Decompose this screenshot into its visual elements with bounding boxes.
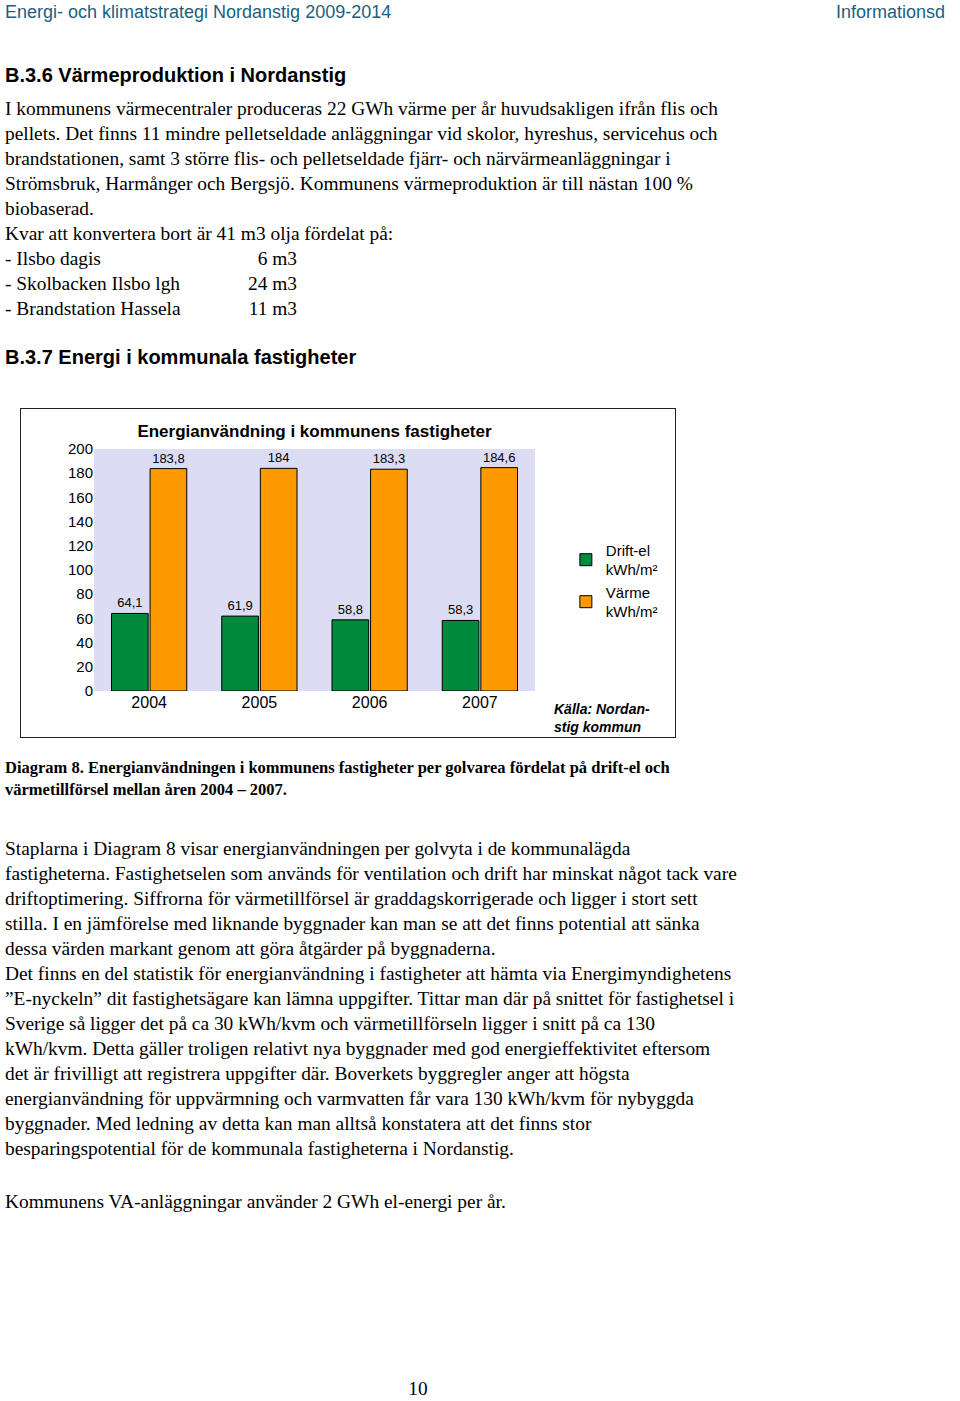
html-text:I kommunens värmecentraler pro: I kommunens värmecentraler produceras 22… bbox=[5, 97, 718, 119]
svg-text:120: 120 bbox=[68, 537, 93, 554]
html-text:6 m3: 6 m3 bbox=[257, 247, 297, 269]
html-text:- Brandstation Hassela: - Brandstation Hassela bbox=[5, 297, 181, 319]
html-text:11 m3: 11 m3 bbox=[248, 297, 297, 319]
html-text:- Skolbacken Ilsbo lgh: - Skolbacken Ilsbo lgh bbox=[5, 272, 180, 294]
svg-text:2007: 2007 bbox=[462, 694, 498, 711]
svg-text:61,9: 61,9 bbox=[227, 598, 252, 613]
html-text:besparingspotential för de kom: besparingspotential för de kommunala fas… bbox=[5, 1137, 514, 1159]
html-text:byggnader. Med ledning av dett: byggnader. Med ledning av detta kan man … bbox=[5, 1112, 592, 1134]
html-text:energianvändning för uppvärmni: energianvändning för uppvärmning och var… bbox=[5, 1087, 694, 1109]
svg-text:2005: 2005 bbox=[242, 694, 278, 711]
svg-text:VärmekWh/m²: VärmekWh/m² bbox=[606, 584, 658, 621]
html-text:B.3.6 Värmeproduktion i Nordan: B.3.6 Värmeproduktion i Nordanstig bbox=[5, 64, 347, 86]
html-text:Sverige så ligger det på ca 30: Sverige så ligger det på ca 30 kWh/kvm o… bbox=[5, 1012, 655, 1034]
html-text:10: 10 bbox=[408, 1378, 428, 1399]
html-text:kWh/kvm. Detta gäller troligen: kWh/kvm. Detta gäller troligen relativt … bbox=[5, 1037, 711, 1059]
svg-text:Källa: Nordan-stig kommun: Källa: Nordan-stig kommun bbox=[554, 701, 650, 735]
svg-text:20: 20 bbox=[76, 658, 93, 675]
html-text:driftoptimering. Siffrorna för: driftoptimering. Siffrorna för värmetill… bbox=[5, 887, 698, 909]
svg-text:58,8: 58,8 bbox=[338, 602, 363, 617]
html-text:”E-nyckeln” dit fastighetsägar: ”E-nyckeln” dit fastighetsägare kan lämn… bbox=[5, 987, 735, 1009]
svg-text:183,3: 183,3 bbox=[373, 451, 406, 466]
html-text:Staplarna i Diagram 8 visar en: Staplarna i Diagram 8 visar energianvänd… bbox=[5, 837, 631, 859]
html-text:brandstationen, samt 3 större: brandstationen, samt 3 större flis- och … bbox=[5, 147, 671, 169]
svg-text:184: 184 bbox=[268, 450, 290, 465]
svg-text:Drift-elkWh/m²: Drift-elkWh/m² bbox=[606, 542, 658, 579]
html-text:B.3.7 Energi i kommunala fasti: B.3.7 Energi i kommunala fastigheter bbox=[5, 346, 357, 368]
svg-text:80: 80 bbox=[76, 585, 93, 602]
svg-text:64,1: 64,1 bbox=[117, 595, 142, 610]
svg-text:183,8: 183,8 bbox=[152, 451, 185, 466]
svg-text:2006: 2006 bbox=[352, 694, 388, 711]
html-text:pellets. Det finns 11 mindre p: pellets. Det finns 11 mindre pelletselda… bbox=[5, 122, 718, 144]
html-text:biobaserad.: biobaserad. bbox=[5, 197, 94, 219]
html-text:Det finns en del statistik för: Det finns en del statistik för energianv… bbox=[5, 962, 732, 984]
svg-text:184,6: 184,6 bbox=[483, 450, 516, 465]
svg-text:58,3: 58,3 bbox=[448, 602, 473, 617]
html-text:Informationsd: Informationsd bbox=[836, 2, 946, 22]
html-text:dessa värden markant genom att: dessa värden markant genom att göra åtgä… bbox=[5, 937, 496, 959]
html-text:värmetillförsel mellan åren 20: värmetillförsel mellan åren 2004 – 2007. bbox=[5, 780, 287, 799]
html-text:det är frivilligt att registre: det är frivilligt att registrera uppgift… bbox=[5, 1062, 630, 1084]
svg-text:60: 60 bbox=[76, 610, 93, 627]
html-text:Kvar att konvertera bort är 41: Kvar att konvertera bort är 41 m3 olja f… bbox=[5, 222, 394, 244]
svg-text:40: 40 bbox=[76, 634, 93, 651]
svg-text:200: 200 bbox=[68, 440, 93, 457]
svg-text:100: 100 bbox=[68, 561, 93, 578]
html-text:Energi- och klimatstrategi Nor: Energi- och klimatstrategi Nordanstig 20… bbox=[5, 2, 392, 22]
svg-text:0: 0 bbox=[85, 682, 93, 699]
html-text:Diagram 8. Energianvändningen: Diagram 8. Energianvändningen i kommunen… bbox=[5, 758, 670, 777]
svg-text:160: 160 bbox=[68, 489, 93, 506]
svg-text:2004: 2004 bbox=[131, 694, 167, 711]
svg-text:Energianvändning i kommunens f: Energianvändning i kommunens fastigheter bbox=[137, 422, 492, 441]
html-text:stilla. I en jämförelse med li: stilla. I en jämförelse med liknande byg… bbox=[5, 912, 700, 934]
html-text:fastigheterna. Fastighetselen: fastigheterna. Fastighetselen som använd… bbox=[5, 862, 737, 884]
html-text:24 m3: 24 m3 bbox=[248, 272, 297, 294]
html-text:Strömsbruk, Harmånger och Berg: Strömsbruk, Harmånger och Bergsjö. Kommu… bbox=[5, 172, 693, 194]
html-text:- Ilsbo dagis: - Ilsbo dagis bbox=[5, 247, 101, 269]
html-text:Kommunens VA-anläggningar anvä: Kommunens VA-anläggningar använder 2 GWh… bbox=[5, 1190, 506, 1212]
svg-text:180: 180 bbox=[68, 464, 93, 481]
svg-text:140: 140 bbox=[68, 513, 93, 530]
